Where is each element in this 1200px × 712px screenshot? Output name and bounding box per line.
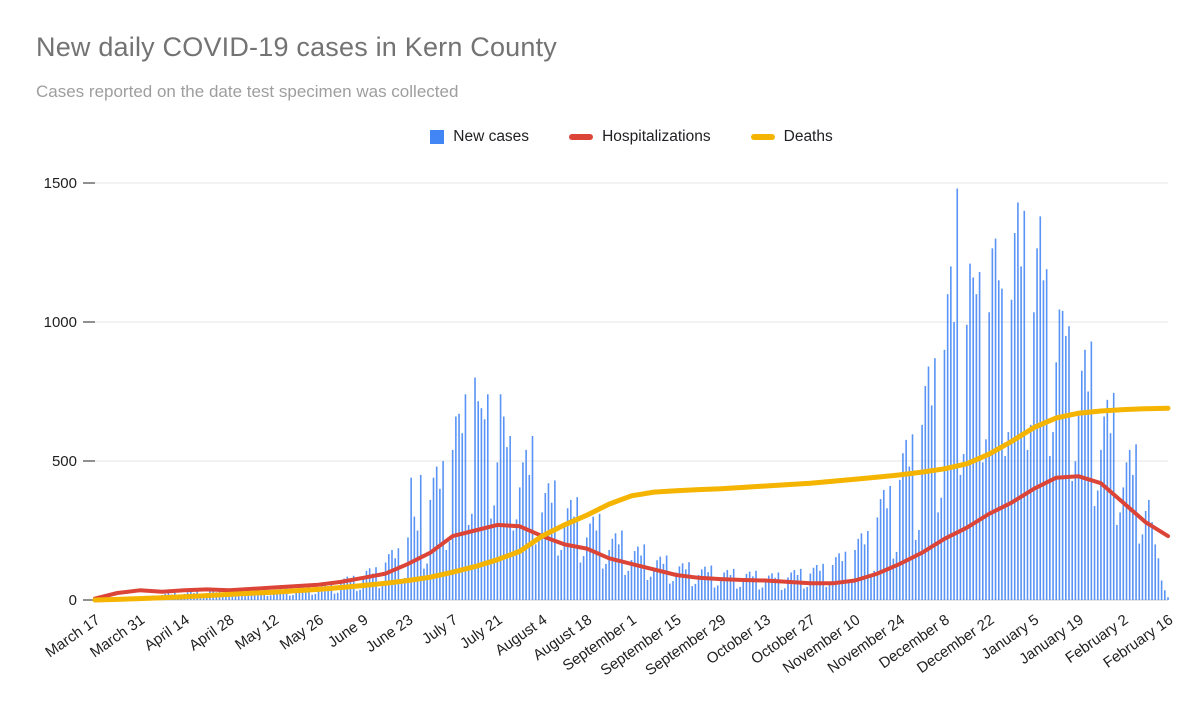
chart-title: New daily COVID-19 cases in Kern County <box>36 32 558 62</box>
x-axis-label: June 23 <box>363 611 416 656</box>
y-axis-label: 0 <box>69 592 77 609</box>
legend-swatch-hospitalizations <box>569 134 594 140</box>
y-axis-label: 1500 <box>44 175 77 192</box>
legend-label-hospitalizations: Hospitalizations <box>602 128 711 145</box>
x-axis-label: May 12 <box>232 611 282 653</box>
chart-legend: New cases Hospitalizations Deaths <box>95 128 1168 146</box>
legend-label-new-cases: New cases <box>453 128 530 145</box>
x-axis-label: July 7 <box>419 611 461 647</box>
y-axis-label: 1000 <box>44 314 77 331</box>
legend-item-hospitalizations: Hospitalizations <box>569 128 711 146</box>
legend-item-deaths: Deaths <box>750 128 833 146</box>
chart-subtitle: Cases reported on the date test specimen… <box>36 82 459 101</box>
legend-label-deaths: Deaths <box>783 128 833 145</box>
x-axis-label: April 14 <box>141 611 192 654</box>
legend-swatch-new-cases <box>430 130 445 144</box>
new-cases-bars <box>94 188 1169 601</box>
y-axis-label: 500 <box>52 453 77 470</box>
x-axis-label: May 26 <box>277 611 327 653</box>
x-axis-label: April 28 <box>186 611 237 654</box>
deaths-line <box>92 405 1171 603</box>
hospitalizations-line <box>93 474 1170 601</box>
legend-swatch-deaths <box>750 134 775 140</box>
legend-item-new-cases: New cases <box>430 128 529 146</box>
